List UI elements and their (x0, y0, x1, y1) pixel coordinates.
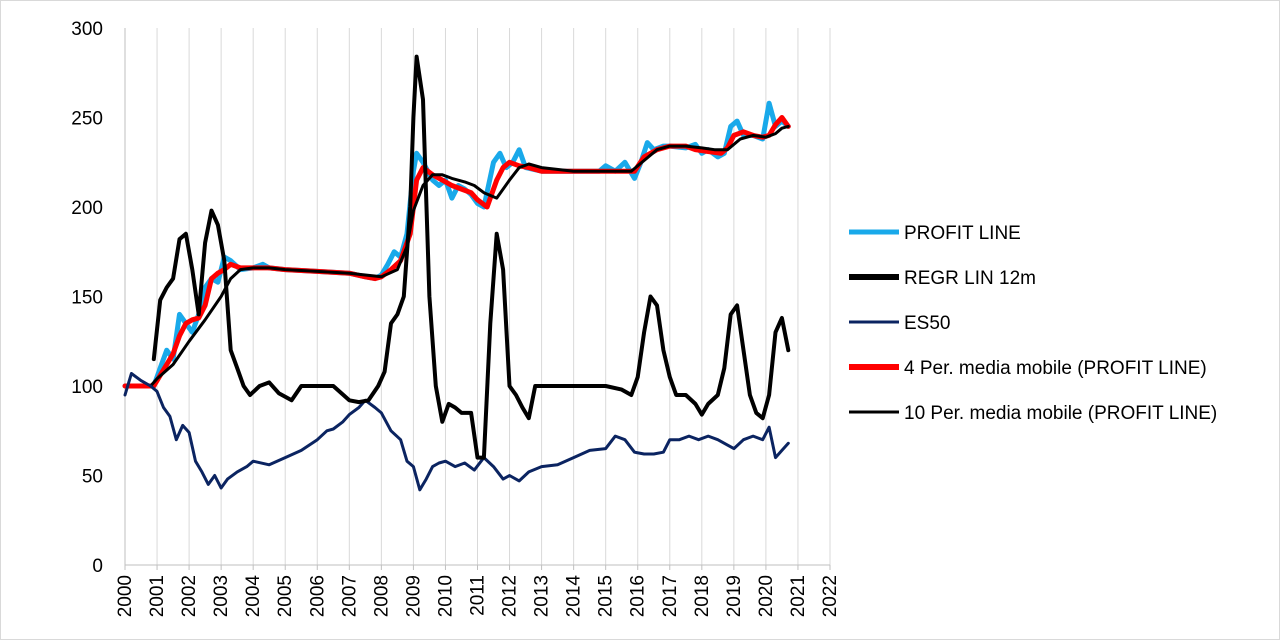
y-tick-label: 50 (82, 467, 103, 488)
x-tick-label: 2022 (820, 575, 841, 617)
legend-label-ma4-profit-line: 4 Per. media mobile (PROFIT LINE) (904, 358, 1207, 379)
legend-label-profit-line: PROFIT LINE (904, 223, 1021, 244)
series-layer (122, 54, 791, 492)
x-tick-label: 2020 (756, 575, 777, 617)
legend-label-regr-lin-12m: REGR LIN 12m (904, 268, 1036, 289)
x-tick-label: 2014 (564, 575, 585, 618)
grid-layer (124, 28, 831, 565)
x-tick-label: 2021 (788, 575, 809, 617)
x-tick-label: 2008 (371, 575, 392, 617)
legend-label-ma10-profit-line: 10 Per. media mobile (PROFIT LINE) (904, 403, 1217, 424)
x-tick-label: 2019 (724, 575, 745, 617)
x-tick-label: 2004 (243, 575, 264, 618)
y-tick-label: 100 (71, 377, 103, 398)
x-tick-label: 2002 (179, 575, 200, 617)
x-tick-label: 2016 (628, 575, 649, 617)
axis-layer: 2000 2001 2002 2003 2004 2005 2006 2007 2008 2009… (71, 19, 841, 617)
x-tick-label: 2017 (660, 575, 681, 617)
x-tick-label: 2015 (596, 575, 617, 617)
y-tick-label: 150 (71, 288, 103, 309)
series-line-ma10-profit-line (149, 124, 790, 388)
x-tick-label: 2005 (275, 575, 296, 617)
y-tick-label: 200 (71, 198, 103, 219)
x-tick-label: 2009 (403, 575, 424, 617)
x-tick-label: 2011 (468, 575, 489, 616)
y-tick-label: 250 (71, 109, 103, 130)
x-tick-label: 2013 (532, 575, 553, 617)
x-tick-label: 2006 (307, 575, 328, 617)
x-tick-label: 2012 (500, 575, 521, 617)
x-tick-label: 2010 (435, 575, 456, 617)
y-tick-label: 300 (71, 19, 103, 40)
x-tick-label: 2007 (339, 575, 360, 617)
x-tick-label: 2003 (211, 575, 232, 617)
legend-label-es50: ES50 (904, 313, 950, 334)
x-tick-label: 2000 (115, 575, 136, 617)
legend: PROFIT LINE REGR LIN 12m ES50 4 Per. media … (849, 223, 1217, 424)
series-line-ma4-profit-line (122, 115, 791, 389)
series-line-regr-lin-12m (151, 54, 791, 460)
series-line-es50 (123, 372, 790, 492)
y-tick-label: 0 (92, 556, 103, 577)
x-tick-label: 2018 (692, 575, 713, 617)
x-tick-label: 2001 (147, 575, 168, 617)
